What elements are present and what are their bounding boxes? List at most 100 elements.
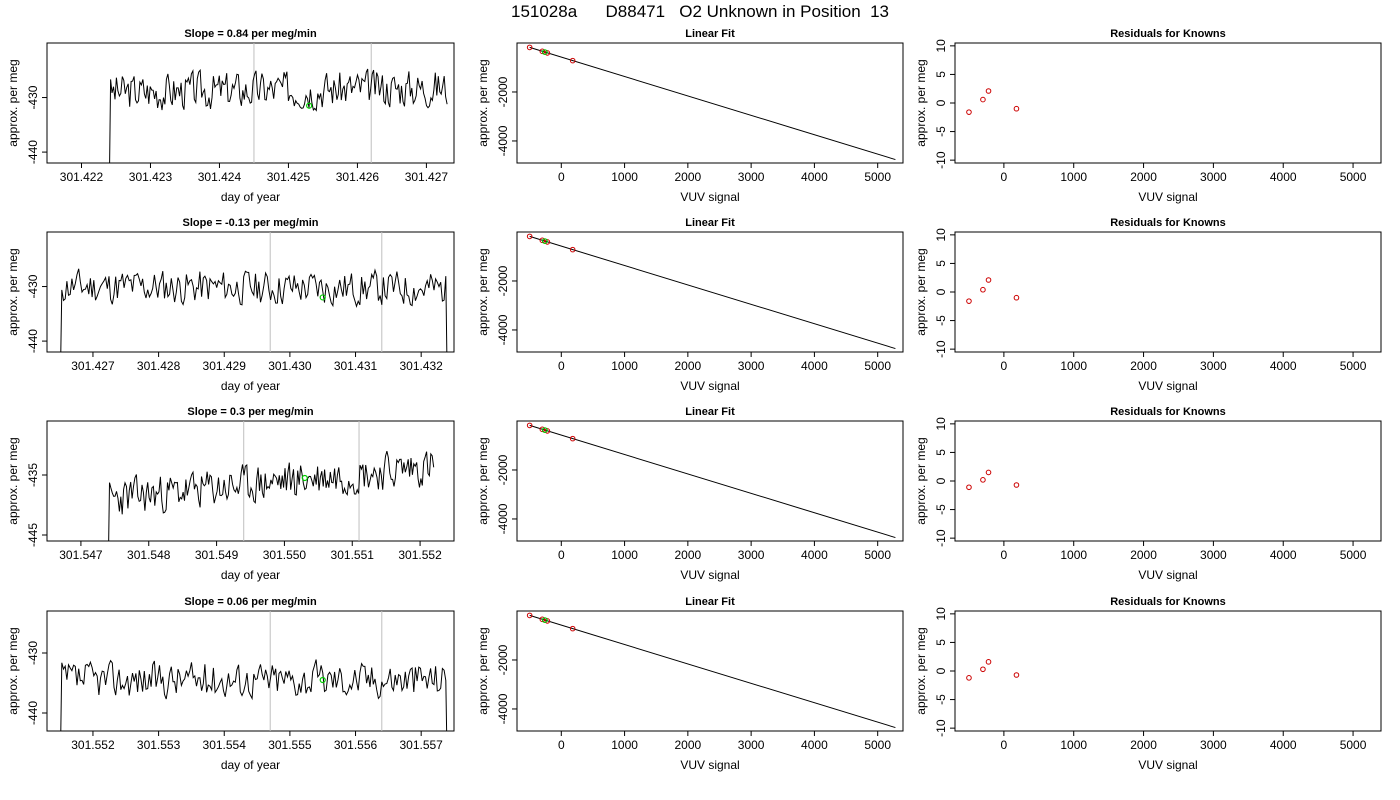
known-point xyxy=(544,428,551,434)
known-point xyxy=(539,48,546,55)
trace-area xyxy=(60,232,448,352)
x-tick-label: 4000 xyxy=(801,738,828,752)
x-tick-label: 1000 xyxy=(611,359,638,373)
y-axis-label: approx. per meg xyxy=(476,248,490,335)
plot-frame xyxy=(954,42,1382,164)
y-tick-label: -430 xyxy=(26,274,40,298)
unknown-point xyxy=(541,49,548,56)
known-point xyxy=(539,237,546,244)
panel-5 xyxy=(512,231,904,357)
panel-11 xyxy=(512,610,904,736)
y-tick-label: -4000 xyxy=(496,503,510,534)
y-tick-label: 10 xyxy=(934,607,948,621)
x-tick-label: 3000 xyxy=(738,359,765,373)
x-tick-label: 4000 xyxy=(801,170,828,184)
data-trace xyxy=(60,659,448,731)
y-axis-label: approx. per meg xyxy=(914,627,928,714)
x-axis-label: VUV signal xyxy=(680,190,739,204)
y-tick-label: 5 xyxy=(934,449,948,456)
x-tick-label: 4000 xyxy=(1270,359,1297,373)
known-point xyxy=(526,233,533,240)
x-tick-label: 301.425 xyxy=(267,170,311,184)
panel-title: Slope = 0.3 per meg/min xyxy=(187,406,314,418)
panel-title: Slope = 0.06 per meg/min xyxy=(184,596,317,608)
x-tick-label: 0 xyxy=(1001,738,1008,752)
data-trace xyxy=(60,268,448,352)
residual-point xyxy=(966,675,972,681)
x-tick-label: 301.557 xyxy=(399,738,443,752)
panel-1 xyxy=(42,42,455,168)
x-tick-label: 1000 xyxy=(1060,738,1087,752)
y-axis-label: approx. per meg xyxy=(914,248,928,335)
x-tick-label: 1000 xyxy=(1060,170,1087,184)
x-tick-label: 0 xyxy=(1001,548,1008,562)
residual-point xyxy=(966,298,972,304)
plot-frame xyxy=(516,42,904,164)
x-tick-label: 301.429 xyxy=(203,359,247,373)
x-tick-label: 2000 xyxy=(675,170,702,184)
x-axis-label: VUV signal xyxy=(680,379,739,393)
y-tick-label: 5 xyxy=(934,639,948,646)
y-tick-label: -10 xyxy=(934,151,948,169)
x-tick-label: 0 xyxy=(558,359,565,373)
y-tick-label: 5 xyxy=(934,260,948,267)
y-axis-label: approx. per meg xyxy=(476,59,490,146)
x-tick-label: 2000 xyxy=(1130,359,1157,373)
y-tick-label: -5 xyxy=(934,504,948,515)
x-axis-label: VUV signal xyxy=(680,568,739,582)
y-tick-label: 0 xyxy=(934,477,948,484)
x-axis-label: VUV signal xyxy=(1138,379,1197,393)
x-tick-label: 301.427 xyxy=(405,170,449,184)
panel-title: Linear Fit xyxy=(685,217,735,229)
y-tick-label: 0 xyxy=(934,667,948,674)
x-tick-label: 301.424 xyxy=(198,170,242,184)
x-tick-label: 2000 xyxy=(675,359,702,373)
residual-point xyxy=(966,484,972,491)
x-tick-label: 301.426 xyxy=(336,170,380,184)
residual-point xyxy=(1013,105,1020,112)
panel-title: Residuals for Knowns xyxy=(1110,406,1226,418)
x-tick-label: 3000 xyxy=(1200,170,1227,184)
x-tick-label: 301.428 xyxy=(137,359,181,373)
unknown-marker xyxy=(319,294,326,301)
unknown-marker xyxy=(319,676,326,684)
panel-6 xyxy=(950,231,1382,357)
panel-title: Residuals for Knowns xyxy=(1110,217,1226,229)
x-tick-label: 3000 xyxy=(738,548,765,562)
y-tick-label: -2000 xyxy=(496,265,510,296)
x-tick-label: 5000 xyxy=(864,170,891,184)
x-tick-label: 4000 xyxy=(1270,170,1297,184)
x-tick-label: 0 xyxy=(1001,170,1008,184)
trace-area xyxy=(108,421,435,541)
data-trace xyxy=(109,68,448,163)
plot-frame xyxy=(516,610,904,732)
y-tick-label: -10 xyxy=(934,340,948,358)
residual-point xyxy=(985,659,992,665)
known-point xyxy=(569,625,576,632)
x-tick-label: 301.555 xyxy=(268,738,312,752)
trace-area xyxy=(109,43,448,163)
unknown-marker xyxy=(301,474,308,482)
x-tick-label: 301.430 xyxy=(268,359,312,373)
y-tick-label: -10 xyxy=(934,529,948,547)
unknown-marker xyxy=(306,102,313,109)
panel-title: Slope = 0.84 per meg/min xyxy=(184,28,317,40)
x-tick-label: 5000 xyxy=(1340,359,1367,373)
x-tick-label: 1000 xyxy=(1060,548,1087,562)
x-tick-label: 301.551 xyxy=(331,548,375,562)
x-axis-label: day of year xyxy=(221,379,280,393)
x-tick-label: 5000 xyxy=(1340,548,1367,562)
x-tick-label: 2000 xyxy=(675,548,702,562)
y-axis-label: approx. per meg xyxy=(914,437,928,524)
y-tick-label: -10 xyxy=(934,719,948,737)
residual-point xyxy=(980,96,986,103)
x-tick-label: 301.423 xyxy=(129,170,173,184)
residual-point xyxy=(985,277,992,283)
panel-4 xyxy=(42,231,455,357)
y-axis-label: approx. per meg xyxy=(6,437,20,524)
x-tick-label: 301.552 xyxy=(71,738,115,752)
x-tick-label: 1000 xyxy=(611,738,638,752)
plot-frame xyxy=(954,420,1382,542)
x-tick-label: 2000 xyxy=(1130,548,1157,562)
